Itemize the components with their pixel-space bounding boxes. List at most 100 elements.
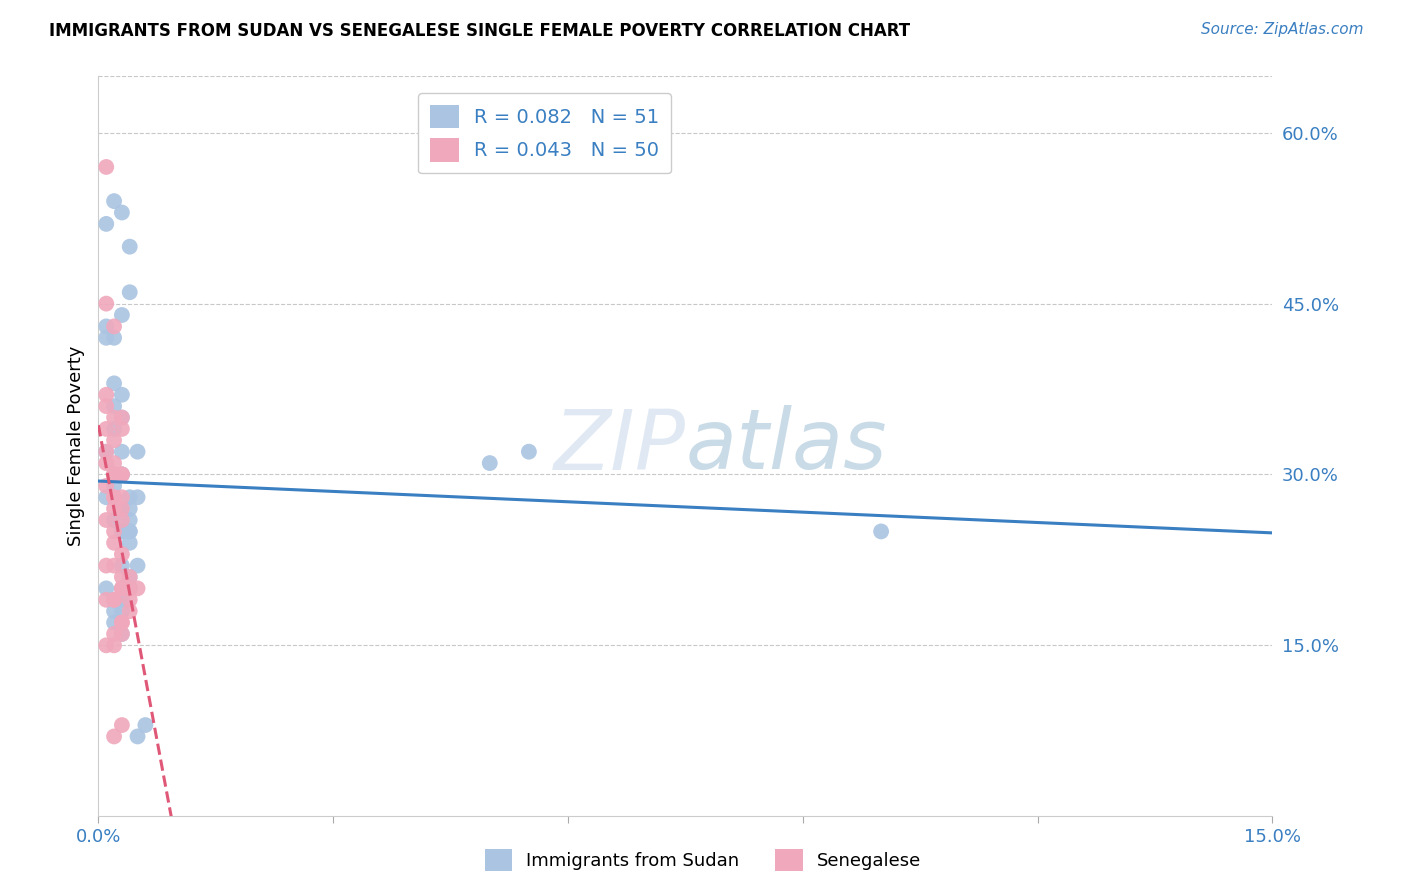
Text: ZIP: ZIP	[554, 406, 686, 486]
Point	[103, 490, 125, 504]
Point	[103, 319, 125, 334]
Point	[103, 615, 125, 630]
Point	[118, 570, 141, 584]
Point	[127, 558, 149, 573]
Point	[103, 558, 125, 573]
Point	[111, 582, 134, 596]
Point	[103, 592, 125, 607]
Point	[517, 444, 540, 458]
Point	[103, 467, 125, 482]
Point	[96, 444, 118, 458]
Point	[96, 592, 118, 607]
Point	[111, 513, 134, 527]
Legend: R = 0.082   N = 51, R = 0.043   N = 50: R = 0.082 N = 51, R = 0.043 N = 50	[418, 93, 671, 173]
Text: Source: ZipAtlas.com: Source: ZipAtlas.com	[1201, 22, 1364, 37]
Point	[103, 399, 125, 413]
Point	[111, 558, 134, 573]
Point	[96, 479, 118, 493]
Point	[103, 467, 125, 482]
Point	[103, 592, 125, 607]
Point	[111, 467, 134, 482]
Point	[96, 388, 118, 402]
Point	[96, 490, 118, 504]
Point	[127, 490, 149, 504]
Point	[96, 638, 118, 652]
Point	[111, 604, 134, 618]
Text: IMMIGRANTS FROM SUDAN VS SENEGALESE SINGLE FEMALE POVERTY CORRELATION CHART: IMMIGRANTS FROM SUDAN VS SENEGALESE SING…	[49, 22, 910, 40]
Point	[111, 388, 134, 402]
Point	[103, 627, 125, 641]
Point	[111, 524, 134, 539]
Point	[103, 638, 125, 652]
Point	[127, 730, 149, 744]
Point	[111, 308, 134, 322]
Point	[111, 582, 134, 596]
Point	[118, 582, 141, 596]
Point	[111, 547, 134, 561]
Point	[118, 501, 141, 516]
Point	[127, 444, 149, 458]
Point	[96, 513, 118, 527]
Point	[111, 627, 134, 641]
Point	[96, 558, 118, 573]
Point	[111, 444, 134, 458]
Point	[118, 490, 141, 504]
Point	[103, 479, 125, 493]
Point	[111, 205, 134, 219]
Point	[96, 422, 118, 436]
Point	[103, 434, 125, 448]
Point	[96, 160, 118, 174]
Point	[96, 217, 118, 231]
Point	[103, 467, 125, 482]
Point	[103, 410, 125, 425]
Point	[103, 592, 125, 607]
Point	[103, 513, 125, 527]
Point	[118, 582, 141, 596]
Point	[111, 410, 134, 425]
Point	[111, 615, 134, 630]
Point	[118, 240, 141, 254]
Point	[103, 194, 125, 208]
Point	[103, 422, 125, 436]
Point	[111, 582, 134, 596]
Point	[111, 490, 134, 504]
Point	[118, 592, 141, 607]
Point	[103, 376, 125, 391]
Point	[118, 513, 141, 527]
Point	[96, 319, 118, 334]
Point	[127, 582, 149, 596]
Point	[111, 501, 134, 516]
Point	[118, 604, 141, 618]
Point	[118, 582, 141, 596]
Point	[103, 501, 125, 516]
Point	[111, 615, 134, 630]
Point	[478, 456, 501, 470]
Point	[103, 604, 125, 618]
Point	[118, 285, 141, 300]
Point	[111, 592, 134, 607]
Point	[96, 399, 118, 413]
Point	[103, 730, 125, 744]
Legend: Immigrants from Sudan, Senegalese: Immigrants from Sudan, Senegalese	[478, 842, 928, 879]
Point	[111, 467, 134, 482]
Text: atlas: atlas	[686, 406, 887, 486]
Point	[103, 467, 125, 482]
Point	[96, 444, 118, 458]
Point	[118, 536, 141, 550]
Point	[96, 582, 118, 596]
Point	[134, 718, 156, 732]
Point	[103, 456, 125, 470]
Point	[118, 524, 141, 539]
Point	[111, 524, 134, 539]
Point	[111, 410, 134, 425]
Point	[111, 718, 134, 732]
Y-axis label: Single Female Poverty: Single Female Poverty	[66, 346, 84, 546]
Point	[103, 536, 125, 550]
Point	[111, 422, 134, 436]
Point	[96, 296, 118, 310]
Point	[870, 524, 893, 539]
Point	[111, 501, 134, 516]
Point	[103, 490, 125, 504]
Point	[111, 467, 134, 482]
Point	[111, 570, 134, 584]
